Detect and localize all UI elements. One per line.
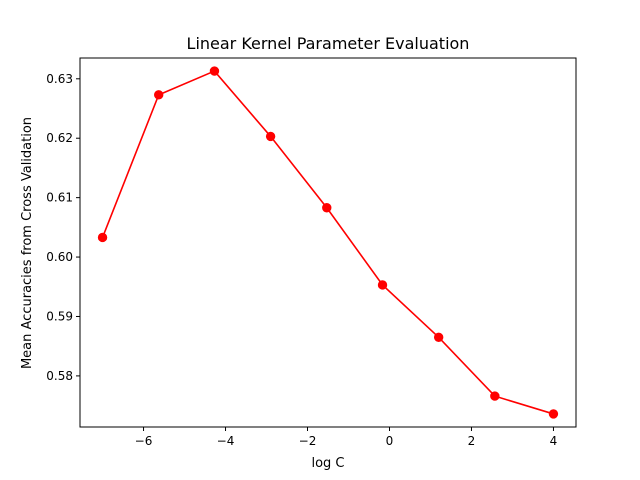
data-point	[97, 232, 108, 243]
y-tick-label: 0.62	[46, 131, 73, 145]
x-tick-label: −6	[135, 434, 153, 448]
data-point	[322, 203, 332, 213]
y-tick-label: 0.61	[46, 191, 73, 205]
x-tick-label: 0	[386, 434, 394, 448]
y-tick-label: 0.60	[46, 250, 73, 264]
data-point	[377, 280, 388, 290]
plot-area	[97, 66, 559, 419]
data-point	[154, 90, 164, 100]
x-tick-label: 4	[550, 434, 558, 448]
chart-title: Linear Kernel Parameter Evaluation	[187, 34, 470, 53]
axes-ticks: −6 −4 −2 0 2 4 0.58 0.59 0.60 0.61 0.62 0.63	[46, 72, 557, 448]
data-point	[265, 131, 276, 142]
x-tick-label: −2	[299, 434, 317, 448]
x-tick-label: 2	[468, 434, 476, 448]
y-tick-label: 0.63	[46, 72, 73, 86]
y-tick-label: 0.58	[46, 369, 73, 383]
axes-frame	[79, 57, 577, 428]
x-tick-label: −4	[217, 434, 235, 448]
data-point	[548, 409, 559, 419]
data-point	[433, 332, 444, 342]
x-axis-label: log C	[311, 456, 344, 471]
y-axis-label: Mean Accuracies from Cross Validation	[20, 117, 35, 369]
data-point	[209, 66, 220, 76]
y-tick-label: 0.59	[46, 309, 73, 323]
data-point	[490, 391, 500, 401]
